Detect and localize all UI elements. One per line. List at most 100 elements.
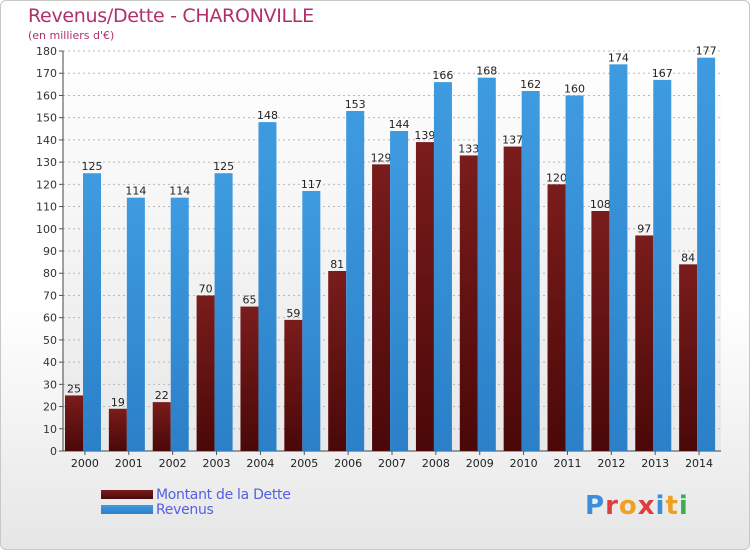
bar-revenue — [258, 122, 277, 451]
data-label-revenue: 166 — [432, 69, 453, 82]
data-label-revenue: 168 — [476, 65, 497, 78]
bar-revenue — [214, 173, 233, 451]
x-tick-label: 2002 — [159, 457, 187, 470]
bar-debt — [591, 211, 610, 451]
data-label-debt: 81 — [330, 258, 344, 271]
data-label-debt: 22 — [155, 389, 169, 402]
legend-label-revenue: Revenus — [156, 502, 214, 518]
bar-debt — [679, 264, 698, 451]
data-label-debt: 84 — [681, 251, 695, 264]
data-label-revenue: 177 — [696, 45, 717, 58]
bar-debt — [152, 402, 171, 451]
legend-label-debt: Montant de la Dette — [156, 487, 291, 503]
y-tick-label: 160 — [36, 89, 57, 102]
y-tick-label: 60 — [43, 312, 57, 325]
x-tick-label: 2006 — [334, 457, 362, 470]
y-tick-label: 140 — [36, 134, 57, 147]
logo-letter: i — [655, 491, 666, 521]
chart-title: Revenus/Dette - CHARONVILLE — [28, 5, 314, 27]
bar-debt — [240, 306, 259, 451]
bar-revenue — [697, 57, 716, 452]
y-tick-label: 40 — [43, 356, 57, 369]
x-tick-label: 2005 — [290, 457, 318, 470]
y-tick-label: 20 — [43, 401, 57, 414]
bar-revenue — [433, 82, 452, 451]
y-tick-label: 90 — [43, 245, 57, 258]
data-label-revenue: 125 — [82, 160, 103, 173]
y-tick-label: 170 — [36, 67, 57, 80]
bar-revenue — [126, 197, 145, 451]
data-label-revenue: 125 — [213, 160, 234, 173]
bar-debt — [503, 146, 522, 452]
x-tick-label: 2007 — [378, 457, 406, 470]
data-label-revenue: 162 — [520, 78, 541, 91]
data-label-revenue: 160 — [564, 82, 585, 95]
x-tick-label: 2014 — [685, 457, 713, 470]
data-label-revenue: 144 — [389, 118, 410, 131]
data-label-debt: 137 — [502, 134, 523, 147]
x-tick-label: 2004 — [246, 457, 274, 470]
y-tick-label: 10 — [43, 423, 57, 436]
bar-revenue — [302, 191, 321, 451]
logo-letter: r — [605, 491, 619, 521]
bar-debt — [108, 408, 127, 451]
data-label-revenue: 114 — [125, 185, 146, 198]
bar-revenue — [170, 197, 189, 451]
data-label-debt: 97 — [637, 222, 651, 235]
legend-swatch-revenue — [101, 505, 153, 514]
y-tick-label: 80 — [43, 267, 57, 280]
bar-debt — [284, 319, 303, 451]
data-label-debt: 120 — [546, 171, 567, 184]
x-tick-label: 2008 — [422, 457, 450, 470]
proxiti-logo: Proxiti — [585, 491, 689, 521]
data-label-debt: 65 — [242, 294, 256, 307]
bar-debt — [372, 164, 391, 452]
bar-revenue — [609, 64, 628, 452]
y-tick-label: 120 — [36, 178, 57, 191]
data-label-revenue: 174 — [608, 51, 629, 64]
x-tick-label: 2010 — [510, 457, 538, 470]
legend-swatch-debt — [101, 490, 153, 499]
bar-debt — [328, 271, 347, 451]
y-tick-label: 150 — [36, 112, 57, 125]
bar-revenue — [477, 77, 496, 452]
chart-subtitle: (en milliers d'€) — [28, 29, 115, 42]
y-tick-label: 50 — [43, 334, 57, 347]
y-tick-label: 100 — [36, 223, 57, 236]
bar-revenue — [653, 79, 672, 451]
bar-debt — [547, 184, 566, 452]
data-label-debt: 59 — [286, 307, 300, 320]
logo-letter: P — [585, 491, 606, 521]
x-tick-label: 2000 — [71, 457, 99, 470]
data-label-revenue: 114 — [169, 185, 190, 198]
bar-debt — [635, 235, 654, 451]
bar-debt — [415, 142, 434, 451]
logo-letter: o — [618, 491, 638, 521]
x-tick-label: 2003 — [203, 457, 231, 470]
bar-debt — [459, 155, 478, 451]
x-tick-label: 2009 — [466, 457, 494, 470]
bar-revenue — [83, 173, 101, 451]
data-label-revenue: 153 — [345, 98, 366, 111]
data-label-revenue: 148 — [257, 109, 278, 122]
data-label-debt: 108 — [590, 198, 611, 211]
x-tick-label: 2011 — [553, 457, 581, 470]
bar-revenue — [565, 95, 584, 451]
bar-revenue — [521, 91, 540, 451]
data-label-debt: 139 — [414, 129, 435, 142]
bar-revenue — [346, 111, 365, 451]
y-tick-label: 70 — [43, 289, 57, 302]
y-tick-label: 0 — [50, 445, 57, 458]
bar-revenue — [390, 131, 409, 451]
logo-letter: t — [665, 491, 679, 521]
x-tick-label: 2013 — [641, 457, 669, 470]
logo-letter: x — [637, 491, 656, 521]
data-label-revenue: 167 — [652, 67, 673, 80]
data-label-debt: 129 — [371, 151, 392, 164]
data-label-debt: 133 — [458, 142, 479, 155]
x-tick-label: 2001 — [115, 457, 143, 470]
data-label-debt: 70 — [199, 282, 213, 295]
data-label-debt: 19 — [111, 396, 125, 409]
y-tick-label: 30 — [43, 378, 57, 391]
